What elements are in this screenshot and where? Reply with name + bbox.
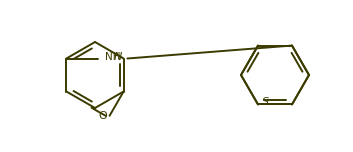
Text: NH: NH — [105, 52, 120, 62]
Text: N: N — [113, 52, 122, 62]
Text: O: O — [98, 111, 107, 121]
Text: S: S — [262, 97, 269, 107]
